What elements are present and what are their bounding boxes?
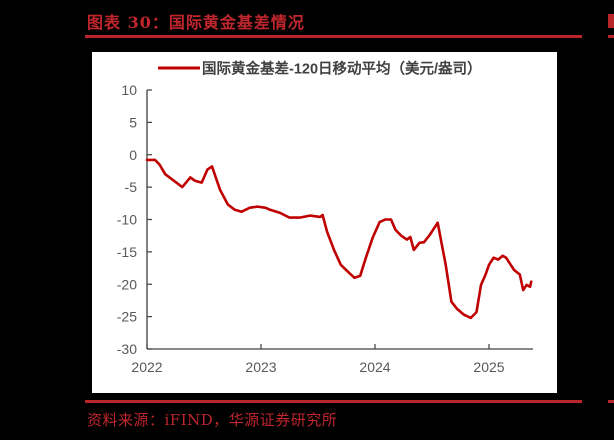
figure-title: 图表 30：国际黄金基差情况 — [87, 13, 305, 32]
series-line-gold-basis — [145, 158, 533, 320]
chart-panel: 国际黄金基差-120日移动平均（美元/盎司） 10 5 0 -5 -10 -15 -20 -2… — [92, 52, 557, 393]
adjacent-title-rule — [608, 35, 614, 38]
title-rule — [85, 35, 582, 38]
footer-rule — [85, 400, 582, 403]
source-note: 资料来源：iFIND，华源证券研究所 — [87, 411, 338, 429]
legend-label: 国际黄金基差-120日移动平均（美元/盎司） — [202, 60, 482, 78]
y-tick-label: -30 — [117, 341, 137, 357]
y-tick-label: -20 — [117, 276, 137, 292]
chart-legend: 国际黄金基差-120日移动平均（美元/盎司） — [158, 60, 482, 78]
adjacent-figure-title-fragment — [608, 14, 614, 28]
y-tick-label: 10 — [121, 82, 137, 98]
y-tick-label: 5 — [129, 114, 137, 130]
x-tick-label: 2025 — [473, 359, 504, 375]
y-tick-label: -5 — [125, 179, 138, 195]
y-tick-label: -10 — [117, 212, 137, 228]
adjacent-footer-rule — [608, 400, 614, 403]
y-tick-label: -15 — [117, 244, 137, 260]
y-tick-label: -25 — [117, 309, 137, 325]
line-chart: 国际黄金基差-120日移动平均（美元/盎司） 10 5 0 -5 -10 -15 -20 -2… — [117, 60, 533, 375]
x-tick-label: 2022 — [131, 359, 162, 375]
x-tick-label: 2023 — [245, 359, 276, 375]
x-axis: 2022 2023 2024 2025 — [131, 344, 533, 375]
y-tick-label: 0 — [129, 147, 137, 163]
x-tick-label: 2024 — [359, 359, 390, 375]
y-axis: 10 5 0 -5 -10 -15 -20 -25 -30 — [117, 82, 152, 357]
